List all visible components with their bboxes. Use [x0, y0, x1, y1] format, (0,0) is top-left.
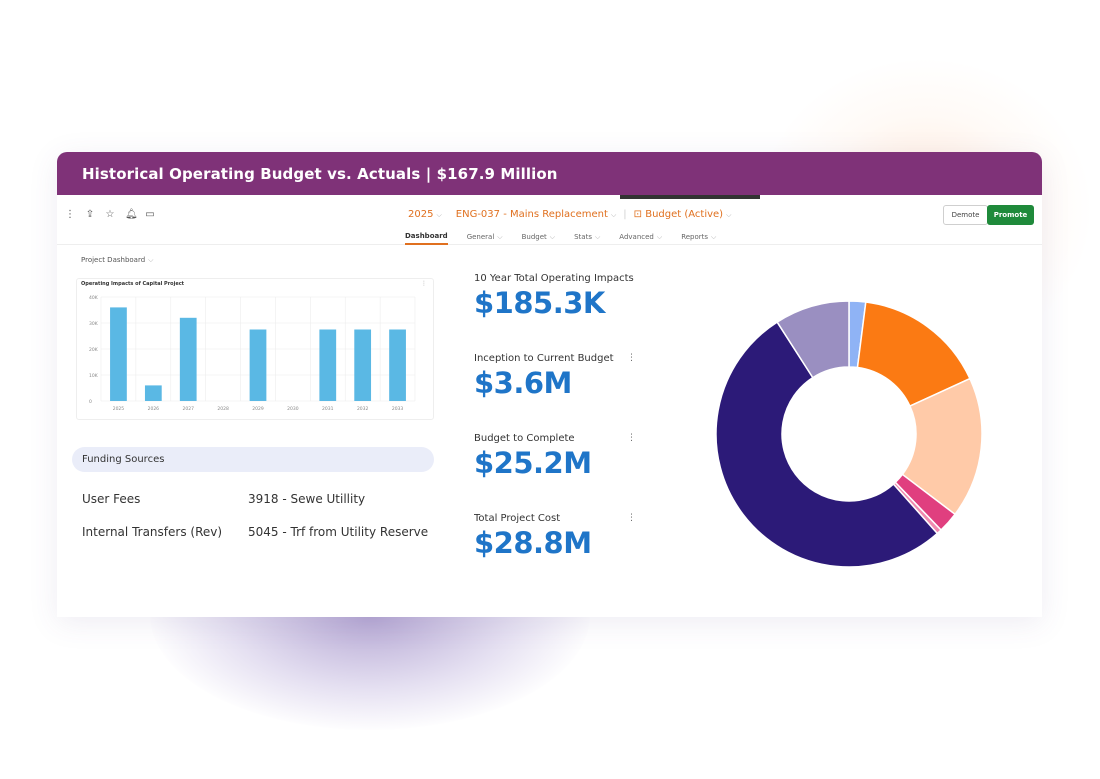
- metric-label: 10 Year Total Operating Impacts: [474, 273, 634, 284]
- metric-label: Inception to Current Budget: [474, 353, 614, 364]
- funding-account: 3918 - Sewe Utillity: [248, 492, 366, 506]
- lock-icon: ⊡: [633, 209, 646, 220]
- tab-reports[interactable]: Reports ⌵: [681, 232, 716, 245]
- breadcrumb: 2025 ⌵ ENG-037 - Mains Replacement ⌵ | ⊡ B…: [408, 209, 731, 220]
- dashboard-card: Historical Operating Budget vs. Actuals …: [57, 152, 1042, 617]
- banner-title: Historical Operating Budget vs. Actuals …: [82, 164, 558, 183]
- tab-label: Budget: [521, 233, 547, 241]
- metric-menu-icon[interactable]: ⋮: [627, 513, 636, 523]
- project-label: ENG-037 - Mains Replacement: [455, 209, 608, 220]
- chevron-down-icon: ⌵: [594, 232, 601, 241]
- top-bar: ⋮ ⇪ ☆ 🔔︎ ▭ 2025 ⌵ ENG-037 - Mains Replace…: [57, 195, 1042, 245]
- operating-impacts-chart: Operating Impacts of Capital Project ⋮ 0…: [76, 278, 434, 420]
- chevron-down-icon: ⌵: [656, 232, 663, 241]
- metric-value: $28.8M: [474, 526, 592, 560]
- bar[interactable]: [319, 329, 337, 402]
- bar-chart-svg: 0 10K 20K 30K 40K 2025 2026 2027 2028 2029 2030 203…: [89, 295, 416, 412]
- tab-label: Dashboard: [405, 232, 448, 240]
- bar[interactable]: [389, 329, 406, 402]
- divider: |: [623, 209, 627, 220]
- metric-value: $25.2M: [474, 446, 592, 480]
- funding-sources-title: Funding Sources: [82, 454, 165, 465]
- tab-label: General: [466, 233, 495, 241]
- x-tick-label: 2025: [113, 406, 125, 412]
- donut-slice[interactable]: [856, 301, 971, 408]
- chevron-down-icon: ⌵: [497, 232, 503, 241]
- year-selector[interactable]: 2025 ⌵: [408, 209, 442, 220]
- y-tick-label: 20K: [89, 347, 99, 353]
- metric-value: $3.6M: [474, 366, 572, 400]
- bar[interactable]: [110, 307, 127, 401]
- tab-advanced[interactable]: Advanced ⌵: [619, 232, 662, 245]
- comment-icon[interactable]: ▭: [145, 209, 155, 220]
- tab-label: Advanced: [619, 233, 654, 241]
- project-selector[interactable]: ENG-037 - Mains Replacement ⌵: [456, 209, 617, 220]
- metric-value: $185.3K: [474, 286, 605, 320]
- x-tick-label: 2030: [287, 406, 299, 412]
- y-tick-label: 40K: [89, 295, 99, 301]
- metric-label: Budget to Complete: [474, 433, 575, 444]
- donut-slice[interactable]: [776, 300, 850, 379]
- metric-menu-icon[interactable]: ⋮: [627, 433, 636, 443]
- status-label: Budget (Active): [645, 209, 724, 220]
- metric-menu-icon[interactable]: ⋮: [627, 353, 636, 363]
- status-selector[interactable]: ⊡ Budget (Active) ⌵: [634, 209, 732, 220]
- dashboard-selector[interactable]: Project Dashboard ⌵: [81, 256, 153, 265]
- chevron-down-icon: ⌵: [711, 232, 717, 241]
- funding-account: 5045 - Trf from Utility Reserve: [248, 525, 429, 539]
- metric-budget-to-complete: Budget to Complete ⋮ $25.2M: [474, 433, 636, 480]
- x-tick-label: 2027: [182, 406, 194, 412]
- share-icon[interactable]: ⇪: [85, 209, 95, 220]
- donut-chart-svg: [715, 300, 983, 568]
- tab-general[interactable]: General ⌵: [467, 232, 503, 245]
- chevron-down-icon: ⌵: [610, 211, 617, 219]
- bar[interactable]: [144, 385, 162, 401]
- x-tick-label: 2032: [357, 406, 369, 412]
- more-vertical-icon[interactable]: ⋮: [65, 209, 75, 220]
- bar[interactable]: [249, 329, 267, 402]
- year-label: 2025: [408, 209, 434, 220]
- metric-total-project-cost: Total Project Cost ⋮ $28.8M: [474, 513, 636, 560]
- metric-inception-budget: Inception to Current Budget ⋮ $3.6M: [474, 353, 636, 400]
- funding-name: User Fees: [82, 492, 141, 506]
- x-tick-label: 2029: [252, 406, 264, 412]
- banner: Historical Operating Budget vs. Actuals …: [57, 152, 1042, 195]
- x-tick-label: 2028: [217, 406, 229, 412]
- chevron-down-icon: ⌵: [549, 232, 556, 241]
- review-tag: [620, 195, 760, 199]
- promote-button[interactable]: Promote: [987, 205, 1034, 225]
- tab-label: Stats: [574, 233, 592, 241]
- bar[interactable]: [179, 317, 197, 401]
- bar[interactable]: [354, 329, 372, 402]
- tab-stats[interactable]: Stats ⌵: [574, 232, 600, 245]
- funding-name: Internal Transfers (Rev): [82, 525, 223, 539]
- chevron-down-icon: ⌵: [726, 211, 732, 219]
- metric-operating-impacts: 10 Year Total Operating Impacts $185.3K: [474, 273, 634, 320]
- bell-icon[interactable]: 🔔︎: [125, 209, 138, 220]
- y-tick-label: 10K: [89, 373, 99, 379]
- x-tick-label: 2026: [148, 406, 160, 412]
- demote-button[interactable]: Demote: [943, 205, 988, 225]
- chevron-down-icon: ⌵: [148, 256, 154, 264]
- tab-label: Reports: [681, 233, 709, 241]
- chevron-down-icon: ⌵: [436, 211, 442, 219]
- funding-sources-header: Funding Sources: [72, 447, 434, 472]
- metric-label: Total Project Cost: [474, 513, 561, 524]
- x-tick-label: 2031: [322, 406, 334, 412]
- tab-budget[interactable]: Budget ⌵: [522, 232, 556, 245]
- x-tick-label: 2033: [392, 406, 404, 412]
- tab-dashboard[interactable]: Dashboard: [405, 232, 448, 245]
- y-tick-label: 0: [89, 399, 92, 405]
- star-icon[interactable]: ☆: [105, 209, 115, 220]
- tab-bar: Dashboard General ⌵ Budget ⌵ Stats ⌵ Advanc…: [405, 232, 735, 245]
- chart-title: Operating Impacts of Capital Project: [81, 281, 185, 287]
- toolbar-icons: ⋮ ⇪ ☆ 🔔︎ ▭: [65, 209, 155, 220]
- donut-slice[interactable]: [715, 321, 939, 568]
- dashboard-label: Project Dashboard: [81, 256, 146, 264]
- y-tick-label: 30K: [89, 321, 99, 327]
- chart-menu-icon[interactable]: ⋮: [421, 280, 427, 287]
